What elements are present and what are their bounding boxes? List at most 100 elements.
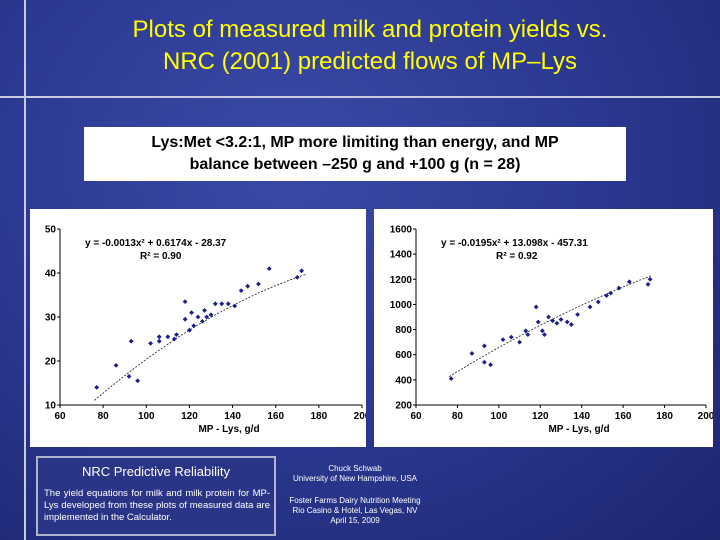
data-point bbox=[595, 299, 601, 305]
milk-yield-chart: 10 20 30 40 50 60 80 100 120 140 160 180 200 MP - Lys… bbox=[30, 209, 366, 447]
data-point bbox=[448, 376, 454, 381]
data-point bbox=[533, 304, 539, 310]
data-point bbox=[558, 317, 564, 322]
credits-event: Foster Farms Dairy Nutrition Meeting bbox=[289, 496, 421, 505]
x-tick-label: 60 bbox=[410, 411, 422, 422]
x-tick-label: 180 bbox=[311, 411, 328, 422]
y-tick-label: 50 bbox=[45, 225, 57, 236]
data-point bbox=[113, 363, 119, 368]
slide-title-line-1: Plots of measured milk and protein yield… bbox=[132, 16, 608, 43]
left-vertical-rule bbox=[24, 0, 26, 540]
x-tick-label: 120 bbox=[532, 411, 549, 422]
data-point bbox=[299, 268, 304, 274]
credits-affiliation: University of New Hampshire, USA bbox=[292, 474, 418, 483]
data-point bbox=[256, 281, 261, 287]
x-tick-label: 200 bbox=[354, 411, 366, 422]
data-point bbox=[128, 338, 134, 344]
data-point bbox=[182, 299, 188, 304]
data-point bbox=[500, 337, 506, 343]
info-box-title: NRC Predictive Reliability bbox=[81, 464, 231, 479]
y-tick-label: 40 bbox=[45, 269, 57, 280]
y-tick-label: 20 bbox=[45, 357, 57, 368]
data-point bbox=[225, 301, 231, 307]
y-tick-label: 1200 bbox=[390, 275, 413, 286]
y-tick-label: 30 bbox=[45, 313, 57, 324]
data-point bbox=[575, 312, 580, 317]
y-tick-label: 600 bbox=[395, 350, 412, 361]
x-tick-label: 100 bbox=[138, 411, 155, 422]
data-point bbox=[156, 338, 162, 344]
data-point bbox=[266, 266, 272, 271]
data-point bbox=[126, 374, 132, 379]
info-box-text: The yield equations for milk and milk pr… bbox=[44, 488, 270, 523]
data-point bbox=[508, 334, 514, 340]
data-point bbox=[156, 334, 162, 340]
data-point bbox=[523, 328, 529, 334]
y-tick-label: 400 bbox=[395, 375, 412, 386]
data-point bbox=[195, 314, 201, 320]
slide-subtitle-box: Lys:Met <3.2:1, MP more limiting than en… bbox=[84, 127, 626, 181]
x-tick-label: 140 bbox=[224, 411, 241, 422]
trendline bbox=[94, 273, 307, 401]
credits-presenter: Chuck Schwab bbox=[328, 464, 382, 473]
data-point bbox=[550, 318, 556, 324]
x-tick-label: 140 bbox=[573, 411, 590, 422]
data-point bbox=[645, 281, 651, 287]
data-point bbox=[626, 279, 632, 285]
data-point bbox=[212, 301, 218, 307]
y-tick-label: 800 bbox=[395, 325, 412, 336]
x-tick-label: 160 bbox=[615, 411, 632, 422]
protein-yield-chart-svg: 200 400 600 800 1000 1200 1400 1600 60 80 100 120 14… bbox=[390, 225, 713, 436]
data-point bbox=[135, 378, 141, 384]
y-tick-label: 10 bbox=[45, 401, 57, 412]
data-point bbox=[165, 334, 171, 340]
data-point bbox=[94, 385, 100, 390]
data-point bbox=[191, 323, 197, 329]
data-point bbox=[604, 293, 609, 299]
data-point bbox=[294, 275, 300, 280]
title-underline-rule bbox=[0, 96, 720, 98]
data-point bbox=[525, 332, 531, 337]
y-tick-label: 1400 bbox=[390, 250, 413, 261]
x-tick-label: 120 bbox=[181, 411, 198, 422]
data-point bbox=[219, 301, 225, 307]
regression-equation: y = -0.0195x² + 13.098x - 457.31 bbox=[441, 238, 588, 249]
x-tick-label: 80 bbox=[98, 411, 110, 422]
presenter-credits: Chuck Schwab University of New Hampshire… bbox=[280, 464, 430, 526]
x-tick-label: 80 bbox=[452, 411, 464, 422]
data-point bbox=[564, 319, 570, 325]
data-point bbox=[616, 285, 622, 291]
data-point bbox=[488, 362, 493, 368]
data-point bbox=[481, 359, 487, 365]
x-tick-label: 100 bbox=[491, 411, 508, 422]
data-point bbox=[202, 308, 207, 313]
data-point bbox=[232, 303, 238, 309]
milk-yield-chart-svg: 10 20 30 40 50 60 80 100 120 140 160 180 200 MP - Lys… bbox=[45, 225, 366, 436]
data-point bbox=[542, 332, 547, 337]
trendline bbox=[448, 274, 653, 378]
data-point bbox=[148, 341, 153, 346]
x-tick-label: 60 bbox=[54, 411, 66, 422]
y-tick-label: 1600 bbox=[390, 225, 413, 236]
credits-date: April 15, 2009 bbox=[330, 516, 380, 525]
data-point bbox=[182, 316, 188, 322]
data-point bbox=[469, 351, 475, 356]
data-point bbox=[174, 332, 179, 337]
protein-yield-chart: 200 400 600 800 1000 1200 1400 1600 60 80 100 120 14… bbox=[374, 209, 713, 447]
r-squared-label: R² = 0.90 bbox=[140, 251, 182, 262]
data-point bbox=[208, 312, 214, 318]
data-point bbox=[189, 310, 194, 315]
x-axis-label: MP - Lys, g/d bbox=[548, 424, 609, 435]
data-point bbox=[546, 314, 551, 320]
data-point bbox=[517, 339, 522, 345]
x-tick-label: 180 bbox=[656, 411, 673, 422]
x-tick-label: 160 bbox=[267, 411, 284, 422]
subtitle-line-2: balance between –250 g and +100 g (n = 2… bbox=[189, 156, 521, 173]
y-tick-label: 1000 bbox=[390, 300, 413, 311]
slide-title-line-2: NRC (2001) predicted flows of MP–Lys bbox=[163, 48, 577, 75]
credits-venue: Rio Casino & Hotel, Las Vegas, NV bbox=[292, 506, 418, 515]
data-point bbox=[245, 283, 251, 289]
x-tick-label: 200 bbox=[698, 411, 713, 422]
regression-equation: y = -0.0013x² + 0.6174x - 28.37 bbox=[85, 238, 227, 249]
data-point bbox=[608, 290, 614, 296]
